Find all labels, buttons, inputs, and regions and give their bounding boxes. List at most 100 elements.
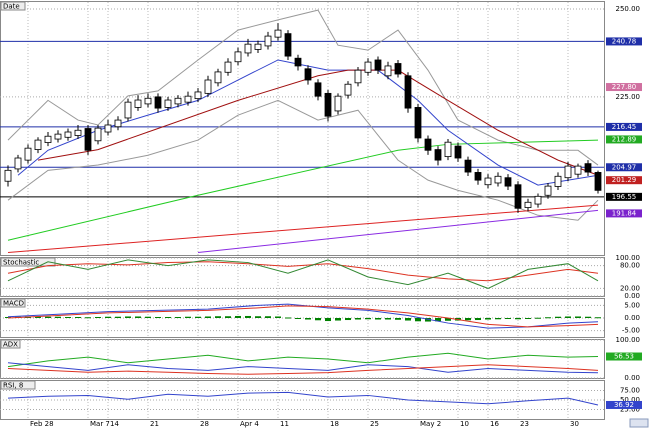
histogram-bar <box>255 316 261 318</box>
candle-body <box>374 59 382 71</box>
histogram-bar <box>435 318 441 322</box>
histogram-bar <box>205 316 211 318</box>
candle-body <box>334 95 342 112</box>
candle-body <box>84 128 92 151</box>
candle-body <box>504 177 512 187</box>
level-label-box <box>606 209 642 218</box>
histogram-bar <box>385 318 391 320</box>
panel-title: Stochastic <box>3 259 39 267</box>
histogram-bar <box>125 316 131 318</box>
y-tick-label: 75.00 <box>620 387 640 395</box>
level-label: 191.84 <box>612 209 637 217</box>
histogram-bar <box>65 316 71 318</box>
histogram-bar <box>355 318 361 320</box>
x-tick-label: 25 <box>370 420 379 428</box>
histogram-bar <box>445 318 451 321</box>
level-label-box <box>606 352 642 361</box>
candle-body <box>104 124 112 133</box>
panel-frame <box>0 339 605 379</box>
histogram-bar <box>475 318 481 321</box>
candle-body <box>404 75 412 109</box>
histogram-bar <box>365 318 371 320</box>
candle-body <box>244 43 252 54</box>
level-label: 227.80 <box>612 83 637 91</box>
histogram-bar <box>155 316 161 318</box>
x-tick-label: 23 <box>520 420 529 428</box>
indicator-line <box>7 139 599 241</box>
histogram-bar <box>595 317 601 319</box>
y-tick-label: 0.00 <box>624 314 640 322</box>
candle-body <box>154 96 162 109</box>
histogram-bar <box>545 317 551 319</box>
panel-title: Date <box>3 3 20 11</box>
panel-title-box <box>0 1 26 11</box>
candle-body <box>254 43 262 50</box>
level-label: 212.89 <box>612 135 637 143</box>
candle-body <box>64 131 72 138</box>
indicator-line <box>7 352 599 368</box>
histogram-bar <box>115 316 121 318</box>
indicator-line <box>37 69 599 176</box>
histogram-bar <box>515 318 521 320</box>
indicator-line <box>7 259 599 289</box>
histogram-bar <box>35 316 41 318</box>
candle-body <box>234 51 242 63</box>
candle-body <box>594 172 602 191</box>
histogram-bar <box>555 316 561 318</box>
candle-body <box>14 157 22 170</box>
level-label-box <box>606 83 642 92</box>
histogram-bar <box>165 316 171 318</box>
candle-body <box>394 63 402 75</box>
candle-body <box>284 33 292 57</box>
y-tick-label: 100.00 <box>616 336 641 344</box>
level-label-box <box>606 176 642 185</box>
scroll-button[interactable] <box>629 418 649 428</box>
indicator-line <box>7 204 599 254</box>
histogram-bar <box>75 316 81 318</box>
level-label: 201.29 <box>612 176 637 184</box>
level-label: 216.45 <box>612 123 637 131</box>
indicator-line <box>7 9 599 166</box>
histogram-bar <box>295 318 301 319</box>
level-label: 240.78 <box>612 37 637 45</box>
candle-body <box>144 97 152 105</box>
indicator-line <box>7 362 599 374</box>
x-tick-label: 14 <box>110 420 119 428</box>
panel-frame <box>0 257 605 297</box>
histogram-bar <box>585 316 591 318</box>
level-label: 56.53 <box>614 353 634 361</box>
candle-body <box>564 165 572 179</box>
y-tick-label: 0.00 <box>624 292 640 300</box>
histogram-bar <box>195 316 201 318</box>
candle-body <box>24 147 32 161</box>
x-tick-label: 21 <box>150 420 159 428</box>
histogram-bar <box>535 317 541 319</box>
histogram-bar <box>85 317 91 319</box>
x-tick-label: Feb 28 <box>30 420 54 428</box>
histogram-bar <box>405 318 411 321</box>
y-tick-label: -5.00 <box>622 327 640 335</box>
indicator-line <box>7 305 599 328</box>
candle-body <box>74 129 82 136</box>
level-label: 204.97 <box>612 163 637 171</box>
histogram-bar <box>315 318 321 321</box>
indicator-line <box>7 391 599 406</box>
x-tick-label: Mar 7 <box>90 420 110 428</box>
candle-body <box>554 175 562 187</box>
x-tick-label: 16 <box>490 420 499 428</box>
x-tick-label: 18 <box>330 420 339 428</box>
candle-body <box>54 133 62 140</box>
x-tick-label: 10 <box>460 420 469 428</box>
level-label-box <box>606 135 642 144</box>
candle-body <box>4 169 12 182</box>
indicator-line <box>7 364 599 375</box>
candle-body <box>314 82 322 97</box>
histogram-bar <box>235 315 241 318</box>
candle-body <box>114 119 122 128</box>
level-label-box <box>606 192 642 201</box>
level-label-box <box>606 37 642 46</box>
candle-body <box>344 83 352 96</box>
y-tick-label: 225.00 <box>616 93 641 101</box>
